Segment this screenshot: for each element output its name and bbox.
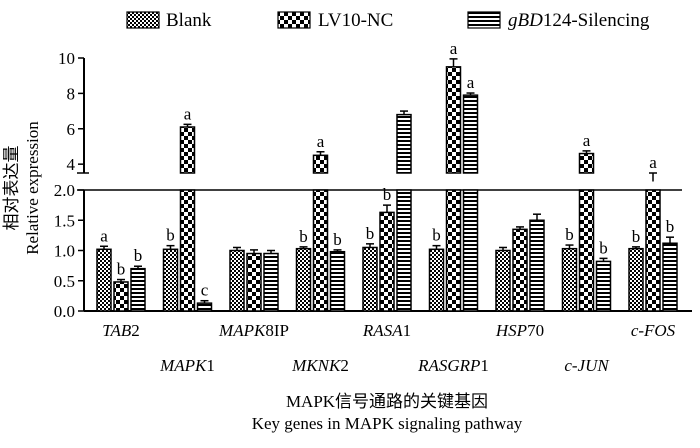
bar: [295, 247, 312, 312]
category-label: c-JUN: [564, 356, 610, 375]
significance-letter: b: [666, 217, 675, 236]
y-tick-label: 4: [67, 155, 76, 174]
y-tick-label: 1.0: [54, 242, 75, 261]
significance-letter: a: [317, 132, 325, 151]
bar: [529, 219, 545, 312]
legend-label-lv10-nc: LV10-NC: [318, 10, 393, 31]
significance-letter: b: [299, 227, 308, 246]
category-label: c-FOS: [631, 321, 676, 340]
significance-letter: b: [117, 260, 126, 279]
significance-letter: a: [184, 104, 192, 123]
bar: [578, 152, 595, 174]
significance-letter: b: [166, 226, 175, 245]
bar: [162, 248, 179, 312]
bar: [662, 242, 678, 312]
category-label: TAB2: [102, 321, 139, 340]
bar: [263, 252, 279, 312]
bar: [130, 267, 146, 312]
bar: [113, 281, 129, 312]
y-tick-label: 0.5: [54, 272, 75, 291]
y-tick-label: 8: [67, 84, 76, 103]
bar: [312, 189, 329, 312]
significance-letter: b: [599, 238, 608, 257]
x-axis-title-cn: MAPK信号通路的关键基因: [286, 392, 488, 411]
bar: [445, 189, 462, 312]
bar: [396, 189, 412, 312]
bar: [428, 248, 445, 312]
bar: [196, 302, 213, 312]
bar: [561, 247, 578, 312]
significance-letter: a: [450, 39, 458, 58]
bar: [495, 249, 511, 312]
bar: [462, 189, 479, 312]
bar: [179, 189, 196, 312]
y-tick-label: 1.5: [54, 211, 75, 230]
significance-letter: c: [201, 281, 209, 300]
legend-label-blank: Blank: [166, 10, 212, 31]
category-label: HSP70: [495, 321, 544, 340]
legend-swatch-lv10-nc: [277, 11, 311, 29]
significance-letter: b: [432, 226, 441, 245]
legend-swatch-gbd124: [467, 11, 501, 29]
significance-letter: a: [100, 226, 108, 245]
significance-letter: b: [383, 185, 392, 204]
bar: [246, 252, 262, 312]
y-tick-label: 6: [67, 120, 76, 139]
bar: [329, 250, 346, 312]
category-label: MAPK8IP: [218, 321, 289, 340]
significance-letter: a: [467, 73, 475, 92]
category-label: MAPK1: [159, 356, 215, 375]
y-tick-label: 0.0: [54, 302, 75, 321]
significance-letter: b: [333, 230, 342, 249]
bar: [379, 211, 395, 312]
bar: [312, 154, 329, 174]
significance-letter: a: [583, 131, 591, 150]
bar: [96, 248, 112, 312]
significance-letter: a: [649, 153, 657, 172]
significance-letter: b: [632, 227, 641, 246]
significance-letter: b: [565, 225, 574, 244]
category-label: MKNK2: [291, 356, 349, 375]
y-tick-label: 2.0: [54, 181, 75, 200]
y-axis-title-cn: 相对表达量: [2, 146, 21, 231]
legend: Blank LV10-NC gBD124-Silencing: [126, 10, 650, 31]
y-tick-label: 10: [58, 49, 75, 68]
bar: [462, 94, 479, 174]
y-axis-title-en: Relative expression: [23, 121, 42, 255]
bar: [512, 228, 528, 312]
bar: [628, 247, 644, 312]
bar: [179, 126, 196, 174]
legend-swatch-blank: [126, 11, 160, 29]
legend-item-lv10-nc: LV10-NC: [277, 10, 393, 31]
legend-label-gbd124: gBD124-Silencing: [508, 10, 650, 31]
bar: [645, 189, 661, 312]
x-axis-title-en: Key genes in MAPK signaling pathway: [252, 414, 523, 433]
significance-letter: b: [134, 246, 143, 265]
category-label: RASGRP1: [417, 356, 489, 375]
bar: [396, 113, 412, 174]
significance-letter: b: [366, 224, 375, 243]
legend-item-blank: Blank: [126, 10, 212, 31]
bar: [578, 189, 595, 312]
legend-item-gbd124-silencing: gBD124-Silencing: [467, 10, 650, 31]
bar: [595, 260, 612, 312]
bar: [229, 249, 245, 312]
category-label: RASA1: [362, 321, 411, 340]
bar: [362, 246, 378, 312]
bar: [445, 66, 462, 174]
